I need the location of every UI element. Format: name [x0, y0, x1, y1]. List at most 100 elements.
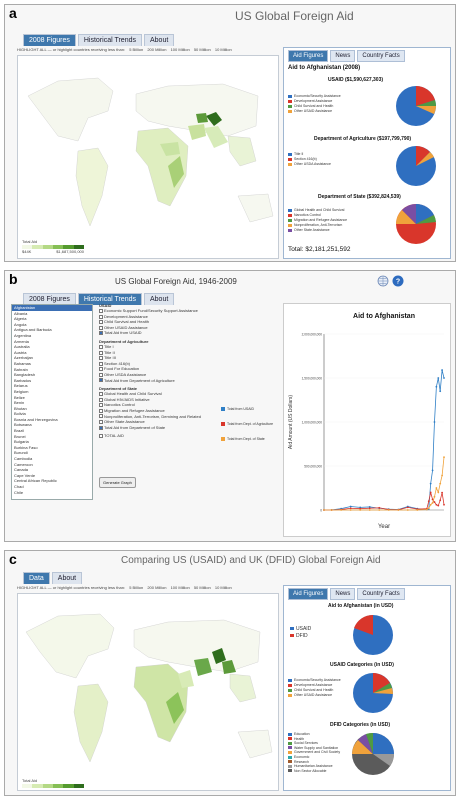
country-list-item[interactable]: Belize [14, 394, 25, 400]
state-option[interactable]: Narcotics Control [99, 402, 201, 408]
world-map-graphic[interactable] [18, 594, 279, 791]
help-icon[interactable]: ? [392, 275, 404, 287]
country-list-item[interactable]: Cambodia [14, 456, 33, 462]
country-list-item[interactable]: Albania [14, 310, 28, 316]
state-option[interactable]: Nonproliferation, Anti-Terrorism, Demini… [99, 414, 201, 420]
filter-option-200m[interactable]: 200 Million [147, 585, 167, 590]
usaid-option[interactable]: Development Assistance [99, 314, 201, 320]
filter-option-100m[interactable]: 100 Million [170, 47, 190, 52]
globe-icon[interactable] [377, 275, 389, 287]
tab-historical-trends[interactable]: Historical Trends [77, 34, 142, 46]
state-option[interactable]: Global HIV/AIDS Initiative [99, 397, 201, 403]
checkbox[interactable] [99, 403, 103, 408]
side-tab-aid-figures[interactable]: Aid Figures [288, 588, 329, 600]
checkbox[interactable] [99, 414, 103, 419]
country-list-item[interactable]: Azerbaijan [14, 355, 33, 361]
country-list-item[interactable]: Central African Republic [14, 478, 57, 484]
filter-option-10m[interactable]: 10 Million [214, 47, 232, 52]
checkbox[interactable] [99, 344, 103, 349]
country-list[interactable]: Afghanistan Albania Algeria Angola Antigua a… [11, 304, 93, 500]
usaid-option[interactable]: Total Aid from USAID [99, 330, 201, 336]
filter-option-50m[interactable]: 50 Million [193, 47, 211, 52]
tab-data[interactable]: Data [23, 572, 50, 584]
country-list-item[interactable]: Burkina Faso [14, 444, 38, 450]
tab-2008-figures[interactable]: 2008 Figures [23, 34, 76, 46]
world-map-graphic[interactable] [18, 56, 279, 259]
filter-option-10m[interactable]: 10 Million [214, 585, 232, 590]
country-list-item[interactable]: Antigua and Barbuda [14, 327, 52, 333]
tab-historical-trends[interactable]: Historical Trends [77, 293, 142, 305]
side-tab-aid-figures[interactable]: Aid Figures [288, 50, 329, 62]
country-list-item[interactable]: Bahamas [14, 360, 31, 366]
filter-option-5b[interactable]: 5 Billion [129, 47, 144, 52]
side-tab-news[interactable]: News [330, 588, 356, 600]
checkbox[interactable] [99, 392, 103, 397]
checkbox[interactable] [99, 350, 103, 355]
tab-about[interactable]: About [51, 572, 83, 584]
agriculture-option[interactable]: Title II [99, 350, 201, 356]
checkbox[interactable] [99, 314, 103, 319]
checkbox[interactable] [99, 372, 103, 377]
generate-graph-button[interactable]: Generate Graph [99, 477, 136, 488]
country-list-item[interactable]: Afghanistan [12, 305, 92, 311]
usaid-option[interactable]: Child Survival and Health [99, 319, 201, 325]
world-map[interactable]: Total Aid $44K $1,687,500,000 [17, 55, 279, 259]
country-list-item[interactable]: Cape Verde [14, 472, 36, 478]
country-list-item[interactable]: Belarus [14, 383, 28, 389]
country-list-item[interactable]: Chad [14, 484, 24, 489]
country-list-item[interactable]: Armenia [14, 338, 29, 344]
usaid-option[interactable]: Economic Support Fund/Security Support A… [99, 308, 201, 314]
world-map[interactable]: Total Aid [17, 593, 279, 791]
tab-2008-figures[interactable]: 2008 Figures [23, 293, 76, 305]
checkbox[interactable] [99, 408, 103, 413]
checkbox[interactable] [99, 378, 103, 383]
agriculture-option[interactable]: Section 416(b) [99, 361, 201, 367]
filter-option-5b[interactable]: 5 Billion [129, 585, 144, 590]
country-list-item[interactable]: Argentina [14, 332, 32, 338]
checkbox[interactable] [99, 420, 103, 425]
agriculture-option[interactable]: Total Aid from Department of Agriculture [99, 378, 201, 384]
total-aid-option[interactable]: TOTAL AID [99, 433, 201, 439]
country-list-item[interactable]: Canada [14, 467, 29, 473]
checkbox[interactable] [99, 331, 103, 336]
side-tab-country-facts[interactable]: Country Facts [357, 50, 405, 62]
side-tab-country-facts[interactable]: Country Facts [357, 588, 405, 600]
state-option[interactable]: Total Aid from Department of State [99, 425, 201, 431]
country-list-item[interactable]: Benin [14, 400, 25, 406]
checkbox[interactable] [99, 361, 103, 366]
country-list-item[interactable]: Brazil [14, 428, 25, 434]
country-list-item[interactable]: Botswana [14, 422, 32, 428]
country-list-item[interactable]: Cameroon [14, 461, 33, 467]
country-list-item[interactable]: Bulgaria [14, 439, 29, 445]
agriculture-option[interactable]: Title III [99, 355, 201, 361]
filter-option-200m[interactable]: 200 Million [147, 47, 167, 52]
state-option[interactable]: Migration and Refugee Assistance [99, 408, 201, 414]
highlight-filter[interactable]: HIGHLIGHT ALL — or highlight countries r… [17, 585, 232, 590]
filter-option-100m[interactable]: 100 Million [170, 585, 190, 590]
country-list-item[interactable]: Barbados [14, 377, 32, 383]
state-option[interactable]: Global Health and Child Survival [99, 391, 201, 397]
country-list-item[interactable]: Belgium [14, 388, 29, 394]
tab-about[interactable]: About [144, 34, 175, 46]
state-option[interactable]: Other State Assistance [99, 419, 201, 425]
usaid-option[interactable]: Other USAID Assistance [99, 325, 201, 331]
checkbox[interactable] [99, 325, 103, 330]
country-list-item[interactable]: Bahrain [14, 366, 28, 372]
country-list-item[interactable]: Bangladesh [14, 372, 36, 378]
checkbox[interactable] [99, 308, 103, 313]
agriculture-option[interactable]: Food For Education [99, 366, 201, 372]
country-list-item[interactable]: Austria [14, 349, 27, 355]
side-tab-news[interactable]: News [330, 50, 356, 62]
tab-about[interactable]: About [144, 293, 175, 305]
country-list-item[interactable]: Brunei [14, 433, 26, 439]
checkbox[interactable] [99, 425, 103, 430]
filter-option-50m[interactable]: 50 Million [193, 585, 211, 590]
country-list-item[interactable]: Bhutan [14, 405, 27, 411]
country-list-item[interactable]: Algeria [14, 316, 27, 322]
country-list-item[interactable]: Angola [14, 321, 27, 327]
country-list-item[interactable]: Burundi [14, 450, 28, 456]
country-list-item[interactable]: Bosnia and Herzegovina [14, 416, 58, 422]
checkbox[interactable] [99, 367, 103, 372]
highlight-filter[interactable]: HIGHLIGHT ALL — or highlight countries r… [17, 47, 232, 52]
checkbox[interactable] [99, 320, 103, 325]
